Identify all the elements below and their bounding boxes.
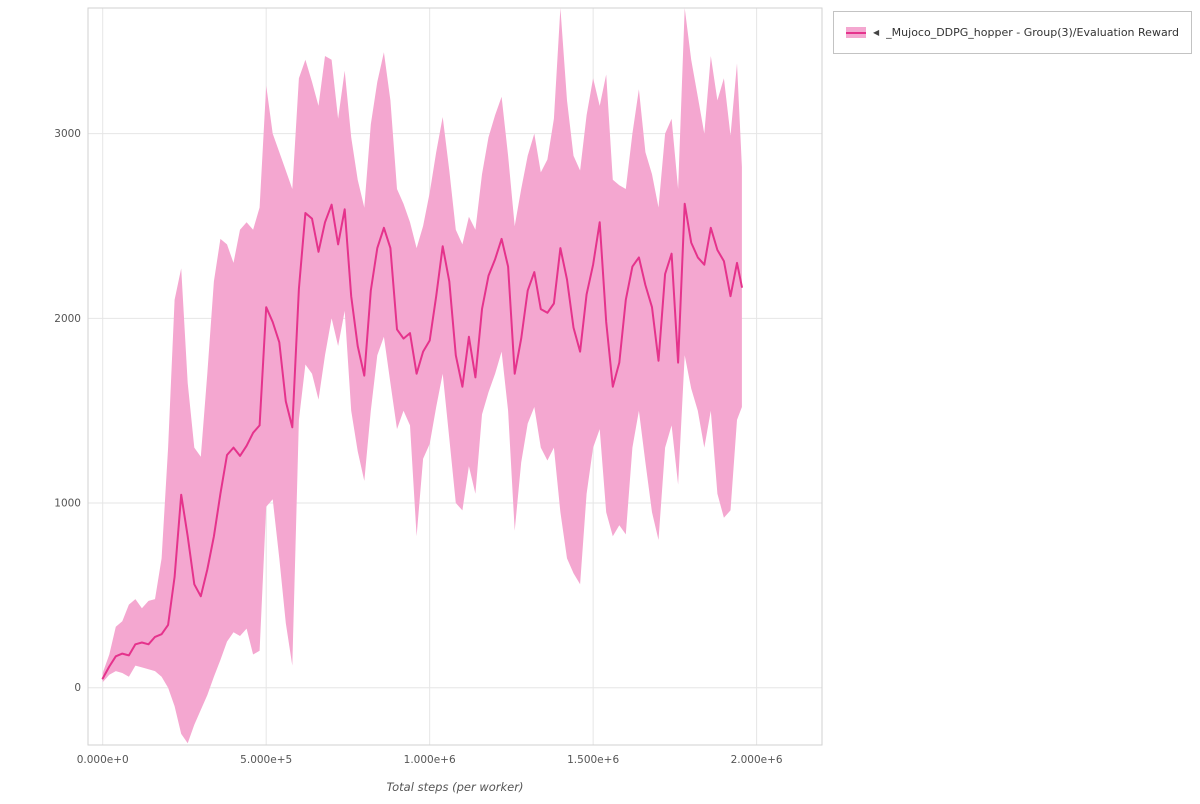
legend-label: _Mujoco_DDPG_hopper - Group(3)/Evaluatio… (886, 26, 1179, 39)
legend-collapse-icon: ◀ (873, 27, 880, 37)
legend[interactable]: ◀ _Mujoco_DDPG_hopper - Group(3)/Evaluat… (833, 11, 1192, 54)
x-tick-label: 1.000e+6 (404, 754, 456, 766)
y-tick-label: 2000 (54, 313, 81, 325)
y-tick-label: 3000 (54, 128, 81, 140)
mean-line (101, 202, 743, 680)
y-tick-label: 1000 (54, 498, 81, 510)
confidence-band (102, 8, 742, 744)
legend-swatch-icon (846, 27, 867, 38)
x-tick-label: 0.000e+0 (77, 754, 129, 766)
plot-border (87, 7, 823, 746)
x-tick-label: 5.000e+5 (240, 754, 292, 766)
y-tick-label: 0 (74, 682, 81, 694)
x-axis-title: Total steps (per worker) (386, 780, 524, 794)
x-tick-label: 2.000e+6 (731, 754, 783, 766)
legend-swatch-line-icon (846, 31, 867, 34)
x-tick-label: 1.500e+6 (567, 754, 619, 766)
